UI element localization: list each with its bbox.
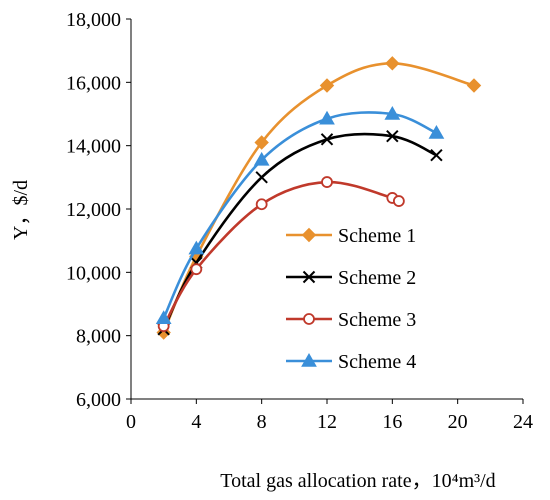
- data-point: [386, 129, 399, 143]
- data-point: [319, 78, 335, 93]
- data-point: [385, 56, 400, 71]
- x-tick-label: 20: [448, 411, 468, 433]
- legend-label: Scheme 1: [338, 225, 416, 247]
- x-axis-title: Total gas allocation rate，10⁴m³/d: [220, 470, 495, 492]
- series-line: [162, 62, 475, 334]
- y-tick-label: 6,000: [76, 389, 121, 411]
- legend-item: Scheme 4: [286, 351, 416, 373]
- data-point: [319, 110, 335, 125]
- series-1: [156, 56, 482, 340]
- x-tick-label: 12: [317, 411, 337, 433]
- data-point: [430, 148, 443, 162]
- y-tick-label: 16,000: [66, 72, 121, 94]
- data-point: [255, 171, 268, 184]
- x-tick-label: 16: [382, 411, 402, 433]
- y-tick-label: 8,000: [76, 326, 121, 348]
- legend-marker: [301, 227, 317, 243]
- data-point: [253, 151, 270, 166]
- series-4: [155, 105, 445, 324]
- x-tick-label: 24: [513, 411, 533, 433]
- legend-marker: [302, 270, 316, 284]
- x-tick-label: 8: [257, 411, 267, 433]
- data-point: [155, 310, 172, 324]
- y-tick-label: 14,000: [66, 136, 121, 158]
- legend-label: Scheme 3: [338, 309, 416, 331]
- data-point: [255, 198, 268, 211]
- x-tick-label: 4: [191, 411, 201, 433]
- y-tick-label: 18,000: [66, 9, 121, 31]
- legend-item: Scheme 3: [286, 309, 416, 331]
- data-point: [466, 78, 482, 93]
- legend-marker: [303, 313, 315, 325]
- data-point: [321, 176, 333, 188]
- x-tick-label: 0: [126, 411, 136, 433]
- legend: Scheme 1 Scheme 2 Scheme 3 Scheme 4: [286, 225, 416, 373]
- data-point: [428, 124, 445, 139]
- y-tick-label: 12,000: [66, 199, 121, 221]
- axes: 0 4 8 12 16 20 24 6,000 8,000 10,000 12,000 14,000 1…: [66, 9, 533, 433]
- legend-item: Scheme 1: [286, 225, 416, 247]
- legend-label: Scheme 2: [338, 267, 416, 289]
- y-tick-label: 10,000: [66, 262, 121, 284]
- y-axis-title: Y，$/d: [10, 180, 32, 240]
- data-point: [320, 133, 334, 146]
- series-lines: [155, 56, 482, 340]
- data-point: [392, 195, 405, 207]
- data-point: [190, 263, 203, 276]
- legend-label: Scheme 4: [338, 351, 416, 373]
- data-point: [188, 240, 205, 255]
- data-point: [384, 105, 401, 120]
- legend-marker: [301, 352, 317, 367]
- data-point: [254, 135, 269, 150]
- legend-item: Scheme 2: [286, 267, 416, 289]
